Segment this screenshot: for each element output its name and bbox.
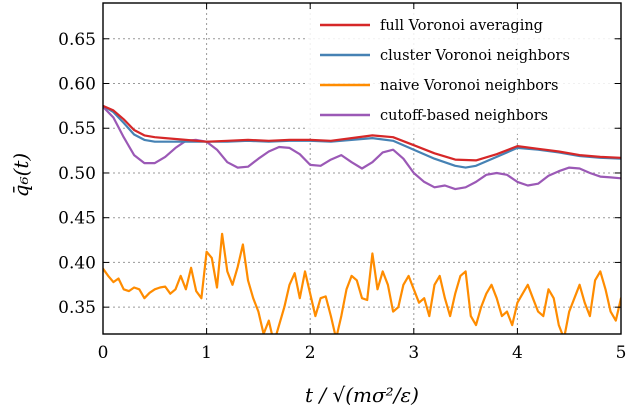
x-tick-label: 4 (512, 343, 523, 363)
series-lines (103, 104, 621, 334)
plot-frame (102, 2, 622, 335)
legend-label: cluster Voronoi neighbors (380, 48, 570, 64)
x-tick-label: 5 (616, 343, 627, 363)
y-tick-label: 0.65 (58, 30, 96, 50)
y-tick-label: 0.35 (58, 298, 96, 318)
x-axis-label: t / √(mσ²/ε) (305, 383, 419, 407)
series-line-2 (103, 104, 621, 169)
y-tick-label: 0.45 (58, 209, 96, 229)
tick-labels: 0 1 2 3 4 5 0.35 0.40 0.45 0.50 0.55 0.60 0.65 (58, 30, 626, 363)
y-tick-label: 0.55 (58, 119, 96, 139)
y-tick-label: 0.50 (58, 164, 96, 184)
legend-label: naive Voronoi neighbors (380, 78, 558, 94)
x-tick-label: 2 (305, 343, 316, 363)
legend-label: full Voronoi averaging (380, 18, 543, 34)
y-tick-label: 0.60 (58, 75, 96, 95)
x-tick-label: 3 (408, 343, 419, 363)
series-line-1 (103, 104, 621, 162)
series-line-3 (103, 232, 621, 334)
legend-label: cutoff-based neighbors (380, 108, 548, 124)
legend-box (308, 9, 614, 134)
y-axis-label: q̄₆(t) (9, 153, 33, 197)
x-tick-label: 1 (201, 343, 212, 363)
x-tick-label: 0 (98, 343, 109, 363)
y-tick-label: 0.40 (58, 253, 96, 273)
ticks (102, 3, 622, 334)
legend: full Voronoi averaging cluster Voronoi ne… (308, 9, 614, 134)
